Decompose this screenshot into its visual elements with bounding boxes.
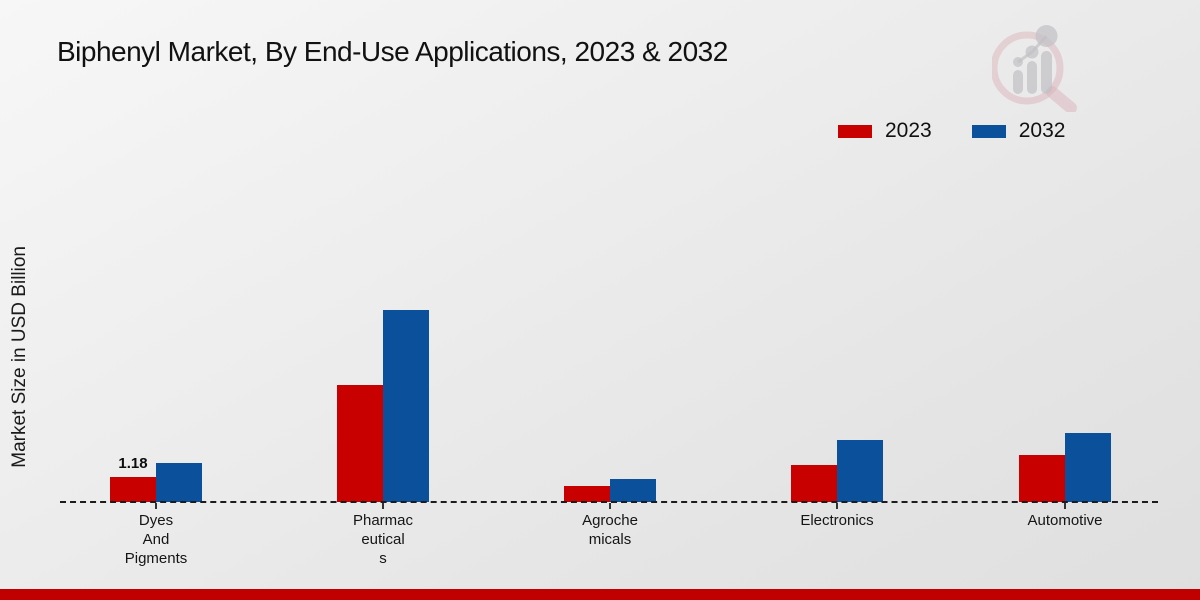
bar-2032-pharmaceuticals [383, 310, 429, 502]
chart-title: Biphenyl Market, By End-Use Applications… [57, 36, 728, 67]
x-axis-baseline [60, 501, 1158, 503]
legend-swatch-2032 [971, 124, 1006, 138]
category-label-line: And [142, 531, 170, 548]
bar-2032-agrochemicals [610, 479, 656, 502]
bar-2032-electronics [837, 440, 883, 502]
bar-2032-dyes-and-pigments [156, 463, 202, 502]
category-label-automotive: Automotive [980, 511, 1150, 530]
bar-2023-pharmaceuticals [337, 385, 383, 502]
x-axis-tick-pharmaceuticals [382, 503, 384, 509]
category-label-electronics: Electronics [752, 511, 922, 530]
bar-2023-dyes-and-pigments [110, 477, 156, 502]
category-label-line: Agroche [582, 512, 638, 529]
x-axis-tick-electronics [836, 503, 838, 509]
category-label-line: Pharmac [352, 512, 414, 529]
bar-2023-agrochemicals [564, 486, 610, 502]
category-label-dyes-and-pigments: Dyes And Pigments [71, 511, 241, 568]
category-label-line: Electronics [800, 512, 874, 529]
x-axis-tick-automotive [1064, 503, 1066, 509]
category-label-line: Automotive [1027, 512, 1103, 529]
y-axis-label: Market Size in USD Billion [9, 246, 30, 468]
bar-2023-electronics [791, 465, 837, 502]
footer-strip [0, 589, 1200, 600]
legend-label: 2023 [885, 119, 932, 142]
legend-label: 2032 [1018, 119, 1066, 142]
chart-legend: 2023 2032 [838, 119, 1065, 143]
category-label-agrochemicals: Agroche micals [525, 511, 695, 549]
category-label-pharmaceuticals: Pharmac eutical s [298, 511, 468, 568]
category-label-line: Dyes [138, 512, 174, 529]
legend-item-2023: 2023 [838, 119, 932, 143]
category-label-line: s [379, 550, 387, 567]
category-label-line: eutical [361, 531, 405, 548]
legend-swatch-2023 [838, 124, 872, 138]
bar-2032-automotive [1065, 433, 1111, 502]
x-axis-tick-agrochemicals [609, 503, 611, 509]
market-research-future-logo-icon [990, 20, 1084, 117]
category-label-line: Pigments [124, 550, 188, 567]
legend-item-2032: 2032 [971, 119, 1066, 143]
x-axis-tick-dyes-and-pigments [155, 503, 157, 509]
category-label-line: micals [588, 531, 632, 548]
bar-2023-automotive [1019, 455, 1065, 502]
bar-data-label: 1.18 [118, 455, 148, 472]
